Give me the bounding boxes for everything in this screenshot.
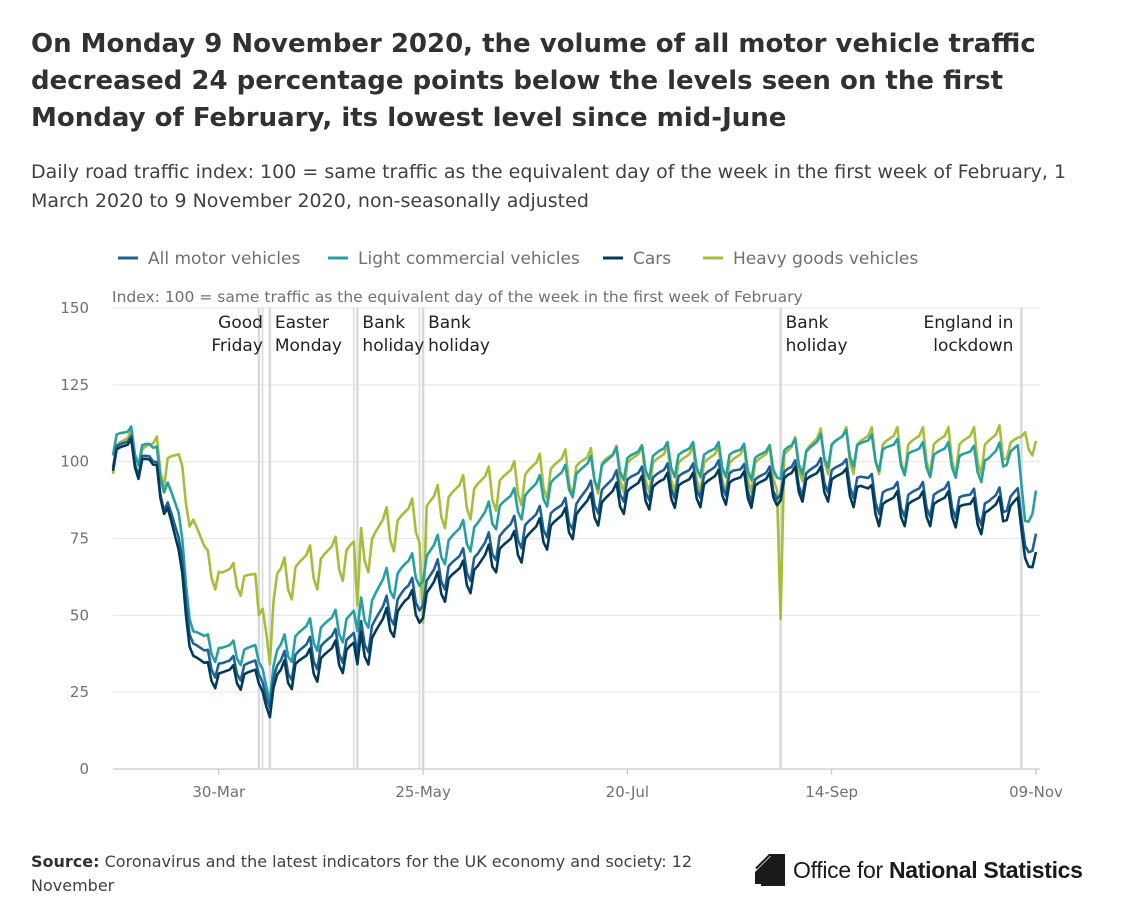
annotation-label: Bank holiday [428, 313, 490, 356]
chart-title: On Monday 9 November 2020, the volume of… [31, 29, 1036, 133]
y-tick-label: 150 [60, 299, 89, 317]
source-text: Coronavirus and the latest indicators fo… [31, 852, 693, 895]
y-axis: 0 25 50 75 100 125 150 [60, 299, 89, 778]
y-tick-label: 0 [79, 760, 89, 778]
annotation-label: Bank holiday [786, 313, 848, 356]
legend-label-all[interactable]: All motor vehicles [148, 249, 300, 269]
x-tick-label: 30-Mar [192, 783, 246, 801]
x-tick-label: 14-Sep [805, 783, 858, 801]
source-label: Source: [31, 852, 100, 871]
annotation-label: Easter Monday [275, 313, 342, 356]
x-tick-label: 25-May [395, 783, 451, 801]
series-lines [111, 424, 1038, 719]
y-tick-label: 125 [60, 376, 89, 394]
traffic-line-chart: All motor vehicles Light commercial vehic… [60, 249, 1063, 801]
ons-logo[interactable]: Office for National Statistics [755, 852, 1083, 888]
logo-prefix: Office for [793, 856, 889, 883]
source-note: Source: Coronavirus and the latest indic… [31, 850, 731, 898]
ons-logo-icon [755, 854, 785, 886]
x-axis: 30-Mar 25-May 20-Jul 14-Sep 09-Nov [192, 769, 1063, 801]
legend-label-lcv[interactable]: Light commercial vehicles [358, 249, 580, 269]
series-line-lcv [111, 425, 1038, 704]
y-tick-label: 75 [70, 530, 89, 548]
annotation-label: England in lockdown [923, 313, 1013, 356]
chart-subtitle: Daily road traffic index: 100 = same tra… [31, 161, 1067, 212]
logo-strong: National Statistics [888, 856, 1083, 883]
legend-label-cars[interactable]: Cars [633, 249, 671, 269]
annotation-label: Good Friday [211, 313, 263, 356]
series-line-cars [111, 437, 1038, 719]
y-tick-label: 50 [70, 606, 89, 624]
x-tick-label: 09-Nov [1009, 783, 1063, 801]
legend-label-hgv[interactable]: Heavy goods vehicles [733, 249, 918, 269]
y-tick-label: 100 [60, 453, 89, 471]
y-axis-note: Index: 100 = same traffic as the equival… [112, 288, 803, 306]
y-tick-label: 25 [70, 683, 89, 701]
x-tick-label: 20-Jul [606, 783, 649, 801]
annotation-label: Bank holiday [362, 313, 424, 356]
series-line-all [111, 434, 1038, 710]
legend: All motor vehicles Light commercial vehic… [118, 249, 918, 269]
gridlines [113, 307, 1040, 770]
